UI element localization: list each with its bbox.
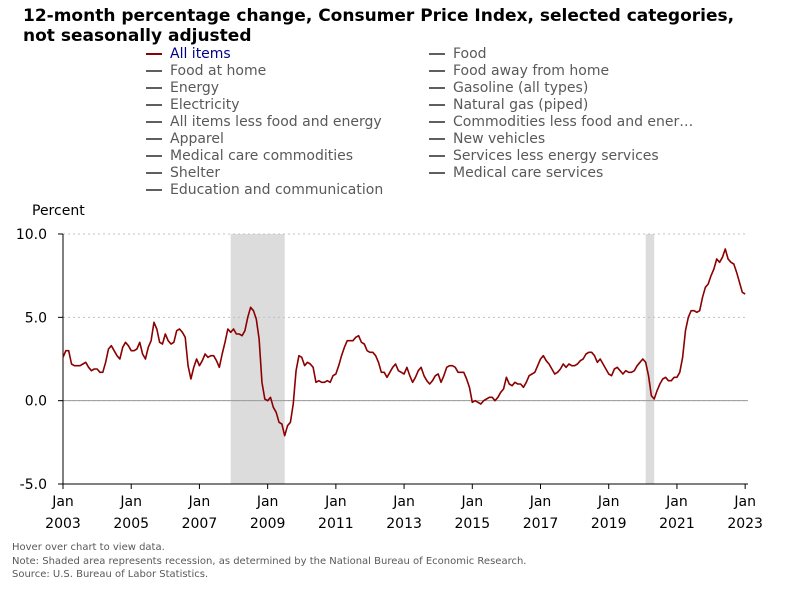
x-tick-year: 2009: [250, 516, 286, 532]
legend-item[interactable]: All items less food and energy: [146, 114, 382, 131]
x-tick-year: 2011: [318, 516, 354, 532]
x-tick-year: 2005: [113, 516, 149, 532]
legend-item[interactable]: Natural gas (piped): [429, 97, 588, 114]
y-tick-label: -5.0: [20, 477, 47, 493]
y-axis-label: Percent: [32, 203, 85, 219]
x-tick-year: 2017: [523, 516, 559, 532]
y-tick-label: 10.0: [16, 227, 47, 243]
x-tick-month: Jan: [529, 494, 552, 510]
x-tick-month: Jan: [597, 494, 620, 510]
legend-swatch: [146, 171, 162, 174]
x-tick-year: 2019: [591, 516, 627, 532]
recession-band: [645, 234, 655, 484]
x-tick-month: Jan: [256, 494, 279, 510]
x-tick-year: 2003: [45, 516, 81, 532]
legend-swatch: [429, 69, 445, 72]
x-tick-month: Jan: [188, 494, 211, 510]
y-tick-label: 5.0: [25, 310, 47, 326]
x-tick-year: 2013: [386, 516, 422, 532]
legend-swatch: [429, 171, 445, 174]
legend-item[interactable]: Food: [429, 46, 487, 63]
legend: All items Food Food at home Food away from …: [146, 46, 746, 202]
legend-swatch: [429, 52, 445, 55]
legend-item[interactable]: New vehicles: [429, 131, 545, 148]
x-tick-month: Jan: [665, 494, 688, 510]
legend-item[interactable]: Energy: [146, 80, 219, 97]
legend-swatch: [429, 137, 445, 140]
x-tick-month: Jan: [460, 494, 483, 510]
legend-item[interactable]: Education and communication: [146, 182, 383, 199]
legend-swatch: [146, 120, 162, 123]
y-tick-label: 0.0: [25, 394, 47, 410]
legend-swatch: [429, 154, 445, 157]
x-tick-year: 2023: [727, 516, 763, 532]
legend-swatch: [146, 188, 162, 191]
legend-item[interactable]: Shelter: [146, 165, 220, 182]
legend-swatch: [146, 154, 162, 157]
chart-title: 12-month percentage change, Consumer Pri…: [23, 6, 735, 46]
chart-notes: Hover over chart to view data. Note: Sha…: [12, 541, 526, 582]
legend-item[interactable]: Commodities less food and ener…: [429, 114, 693, 131]
legend-item[interactable]: Medical care services: [429, 165, 603, 182]
x-tick-month: Jan: [733, 494, 756, 510]
legend-swatch: [146, 86, 162, 89]
legend-swatch: [146, 52, 162, 55]
series-line-all-items: [62, 248, 746, 437]
x-tick-year: 2007: [182, 516, 218, 532]
legend-swatch: [146, 69, 162, 72]
cpi-line-chart[interactable]: 10.05.00.0-5.0Jan2003Jan2005Jan2007Jan20…: [0, 0, 800, 540]
legend-item[interactable]: Services less energy services: [429, 148, 659, 165]
legend-item[interactable]: Gasoline (all types): [429, 80, 588, 97]
legend-swatch: [146, 103, 162, 106]
legend-swatch: [429, 120, 445, 123]
legend-swatch: [429, 103, 445, 106]
legend-item[interactable]: Medical care commodities: [146, 148, 353, 165]
legend-swatch: [429, 86, 445, 89]
hover-hint: Hover over chart to view data.: [12, 542, 165, 553]
legend-item[interactable]: Apparel: [146, 131, 224, 148]
legend-item[interactable]: Food at home: [146, 63, 266, 80]
recession-note: Note: Shaded area represents recession, …: [12, 555, 527, 567]
legend-item[interactable]: All items: [146, 46, 231, 63]
legend-swatch: [146, 137, 162, 140]
x-tick-year: 2021: [659, 516, 695, 532]
legend-item[interactable]: Electricity: [146, 97, 240, 114]
x-tick-year: 2015: [454, 516, 490, 532]
legend-item[interactable]: Food away from home: [429, 63, 609, 80]
x-tick-month: Jan: [119, 494, 142, 510]
source-note: Source: U.S. Bureau of Labor Statistics.: [12, 569, 209, 580]
x-tick-month: Jan: [51, 494, 74, 510]
recession-band: [230, 234, 285, 484]
x-tick-month: Jan: [392, 494, 415, 510]
x-tick-month: Jan: [324, 494, 347, 510]
